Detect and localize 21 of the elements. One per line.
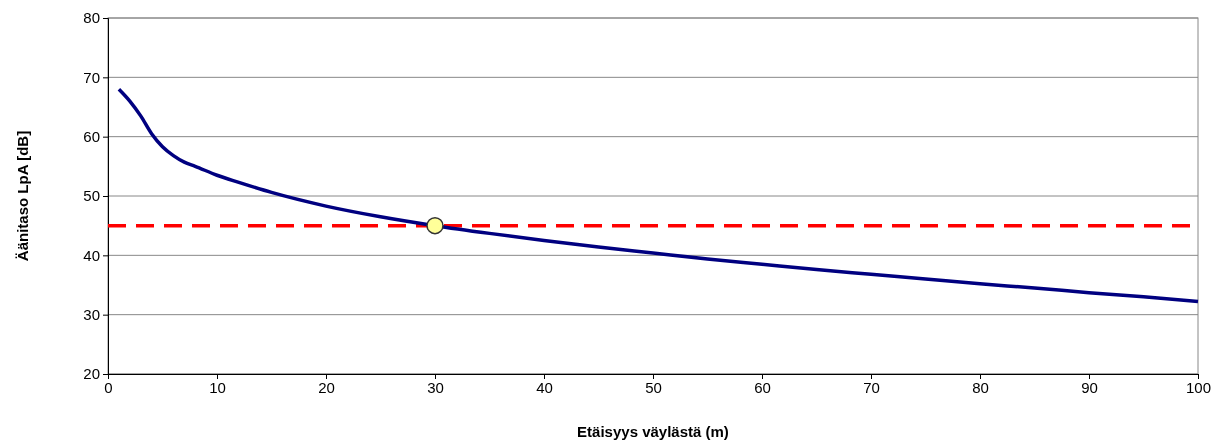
y-tick-label: 60 [83, 127, 100, 145]
x-tick-label: 20 [318, 378, 335, 396]
y-axis-title: Äänitaso LpA [dB] [14, 130, 31, 262]
x-tick-label: 10 [209, 378, 226, 396]
x-tick-label: 0 [104, 378, 113, 396]
x-axis-title: Etäisyys väylästä (m) [577, 423, 729, 440]
x-tick-label: 70 [863, 378, 880, 396]
y-tick-label: 70 [83, 68, 100, 86]
x-tick-label: 90 [1081, 378, 1098, 396]
x-tick-label: 30 [427, 378, 444, 396]
x-tick-label: 80 [972, 378, 989, 396]
x-tick-label: 100 [1185, 378, 1212, 396]
y-tick-label: 40 [83, 246, 100, 264]
y-tick-label: 30 [83, 305, 100, 323]
y-tick-label: 20 [83, 365, 100, 383]
x-tick-label: 40 [536, 378, 553, 396]
y-tick-label: 50 [83, 187, 100, 205]
x-tick-label: 60 [754, 378, 771, 396]
y-tick-label: 80 [83, 9, 100, 27]
x-tick-label: 50 [645, 378, 662, 396]
line-series [117, 87, 1200, 304]
